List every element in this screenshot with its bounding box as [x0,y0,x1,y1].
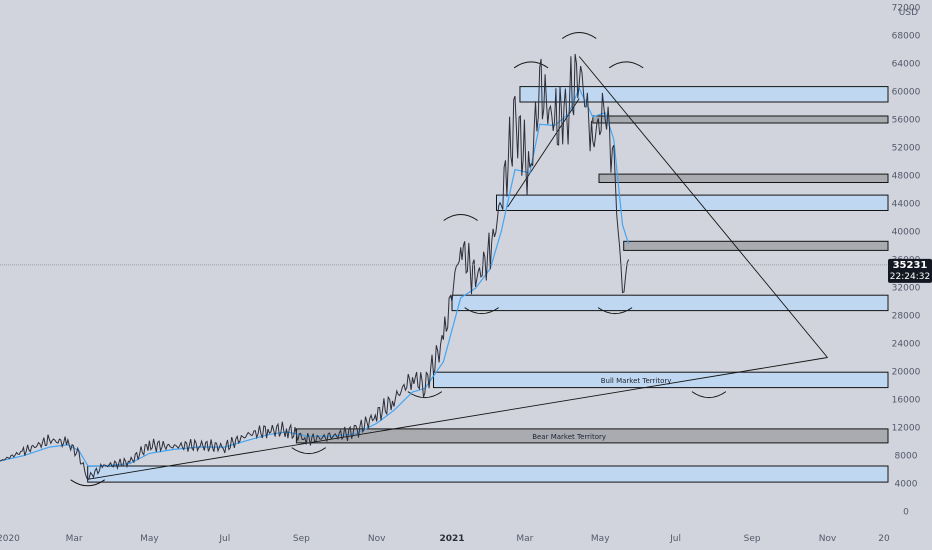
moving-average-line [0,86,630,467]
zone-label-1: Bear Market Territory [532,433,606,441]
support-zone-2 [433,371,889,389]
resistance-zone-7 [592,115,889,124]
y-tick-label: 48000 [892,172,921,182]
x-tick-label: Mar [66,534,83,544]
y-tick-label: 16000 [892,396,921,406]
trendline-1 [578,56,828,358]
resistance-zone-4 [623,240,889,251]
x-axis[interactable]: 2020 Mar May Jul Sep Nov 2021 Mar May Jul Sep Nov 20 [0,534,890,544]
arc-up-4 [464,307,499,315]
x-tick-label: Jul [669,534,681,544]
support-zone-5 [495,194,889,212]
y-tick-label: 40000 [892,228,921,238]
x-tick-label: Sep [293,534,310,544]
x-tick-label: Sep [744,534,761,544]
trendline-2 [507,98,580,208]
x-tick-label: Mar [516,534,533,544]
arc-up-0 [70,479,105,487]
trendlines-layer [87,56,828,480]
x-tick-label: 2020 [0,534,20,544]
y-tick-label: 4000 [895,480,918,490]
x-tick-label: Nov [819,534,837,544]
y-tick-label: 28000 [892,312,921,322]
y-tick-label: 8000 [895,452,918,462]
x-tick-label: May [140,534,159,544]
y-tick-label: 68000 [892,32,921,42]
x-tick-label: Jul [218,534,230,544]
trendline-0 [87,357,828,480]
support-zone-0 [87,465,889,483]
last-price-value: 35231 [893,260,928,271]
arc-up-1 [291,447,327,455]
x-tick-label: 2021 [439,534,464,544]
y-tick-label: 56000 [892,116,921,126]
y-tick-label: 44000 [892,200,921,210]
arc-down-6 [561,32,597,39]
arc-up-7 [597,307,633,315]
last-price-timer: 22:24:32 [890,272,930,282]
support-zone-8 [519,86,889,103]
y-tick-label: 12000 [892,424,921,434]
y-tick-label: 60000 [892,88,921,98]
currency-label: USD [899,8,918,18]
zone-label-2: Bull Market Territory [601,377,672,385]
arc-down-8 [608,61,644,69]
price-series-line [0,53,630,481]
y-tick-label: 20000 [892,368,921,378]
y-tick-label: 0 [903,508,909,518]
resistance-zone-6 [598,173,889,184]
y-tick-label: 52000 [892,144,921,154]
arc-up-9 [691,391,727,399]
x-tick-label: May [591,534,610,544]
arc-down-3 [443,214,478,221]
last-price-badge: 35231 22:24:32 [888,258,932,283]
arc-down-5 [513,61,549,69]
arcs-layer [70,32,727,487]
y-tick-label: 64000 [892,60,921,70]
y-tick-label: 72000 [892,4,921,14]
support-zone-3 [451,294,889,312]
x-tick-label: 20 [878,534,890,544]
x-tick-label: Nov [368,534,386,544]
y-tick-label: 32000 [892,284,921,294]
y-tick-label: 24000 [892,340,921,350]
